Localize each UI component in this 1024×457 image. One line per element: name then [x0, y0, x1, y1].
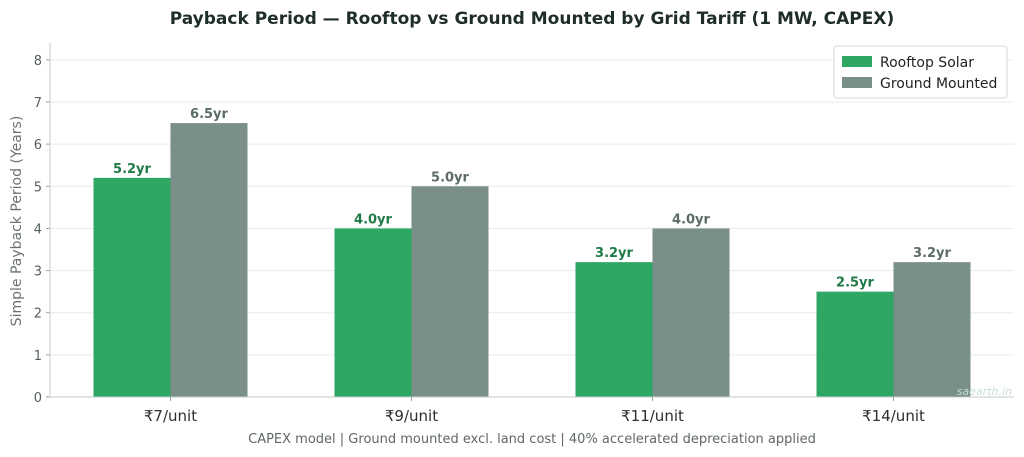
x-tick-label: ₹7/unit: [144, 407, 197, 425]
legend-swatch: [842, 56, 872, 67]
data-label: 3.2yr: [913, 246, 952, 261]
x-axis-caption: CAPEX model | Ground mounted excl. land …: [248, 432, 816, 447]
bar-ground-mounted: [411, 186, 489, 397]
y-tick-label: 0: [34, 391, 42, 406]
data-label: 6.5yr: [190, 107, 229, 122]
y-axis-label: Simple Payback Period (Years): [9, 116, 25, 327]
bar-ground-mounted: [652, 228, 730, 397]
y-tick-label: 6: [34, 138, 42, 153]
legend-swatch: [842, 77, 872, 88]
legend: Rooftop Solar Ground Mounted: [833, 45, 1008, 99]
x-tick-label: ₹9/unit: [385, 407, 438, 425]
bar-ground-mounted: [893, 262, 971, 397]
chart-title: Payback Period — Rooftop vs Ground Mount…: [170, 9, 895, 29]
legend-label: Ground Mounted: [880, 76, 997, 92]
legend-label: Rooftop Solar: [880, 55, 974, 71]
y-tick-label: 3: [34, 265, 42, 280]
y-tick-label: 2: [34, 307, 42, 322]
bar-rooftop-solar: [575, 262, 653, 397]
y-tick-label: 8: [34, 54, 42, 69]
y-tick-label: 5: [34, 180, 42, 195]
bar-ground-mounted: [170, 123, 248, 398]
watermark: saearth.in: [957, 385, 1012, 398]
data-label: 4.0yr: [672, 212, 711, 227]
data-label: 4.0yr: [354, 212, 393, 227]
bar-rooftop-solar: [93, 177, 171, 397]
axes: 0 1 2 3 4 5 6 7 8 ₹7/unit ₹9/unit ₹11/unit ₹14/unit: [34, 43, 1014, 425]
data-label: 2.5yr: [836, 276, 875, 291]
x-tick-label: ₹11/unit: [621, 407, 684, 425]
legend-box: [833, 45, 1008, 99]
data-label: 3.2yr: [595, 246, 634, 261]
bar-group: 5.2yr 6.5yr 4.0yr 5.0yr 3.2yr 4.0yr 2.5yr 3.2yr: [93, 107, 971, 398]
bar-rooftop-solar: [334, 228, 412, 397]
data-label: 5.0yr: [431, 170, 470, 185]
bar-rooftop-solar: [816, 291, 894, 397]
y-tick-label: 1: [34, 349, 42, 364]
x-tick-label: ₹14/unit: [862, 407, 925, 425]
y-tick-label: 7: [34, 96, 42, 111]
data-label: 5.2yr: [113, 162, 152, 177]
y-tick-label: 4: [34, 222, 42, 237]
